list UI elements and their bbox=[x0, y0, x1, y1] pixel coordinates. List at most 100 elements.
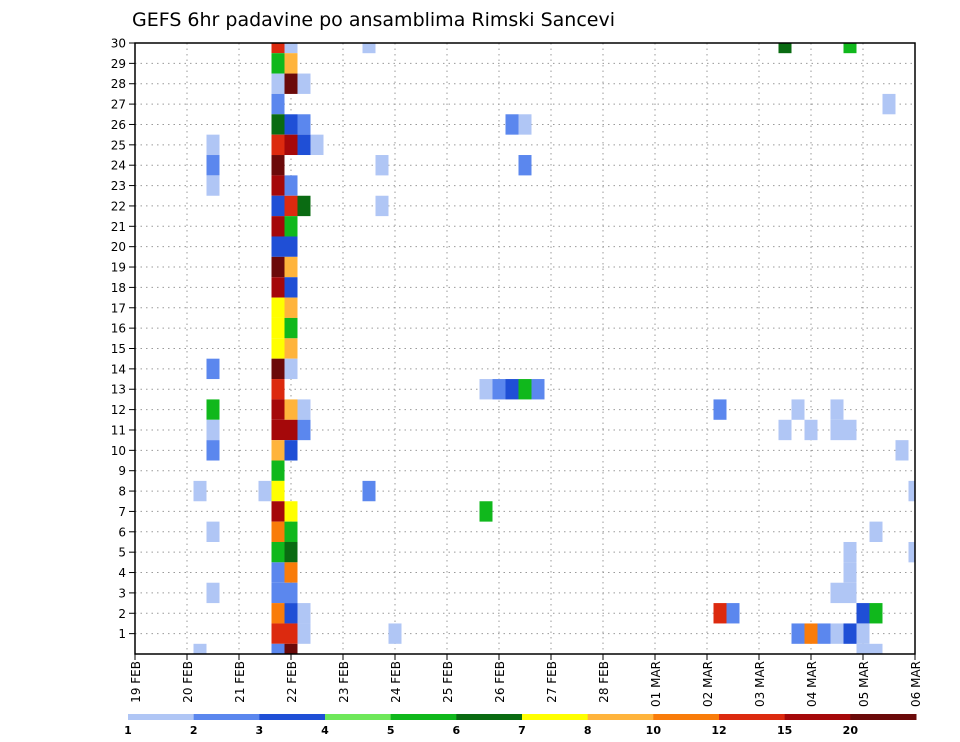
heatmap-cell bbox=[479, 379, 493, 400]
grid-lines bbox=[135, 43, 915, 654]
heatmap-cell bbox=[271, 501, 285, 522]
y-tick-label: 1 bbox=[118, 627, 126, 641]
heatmap-cell bbox=[271, 53, 285, 74]
heatmap-cell bbox=[271, 73, 285, 94]
heatmap-cell bbox=[284, 603, 298, 624]
heatmap-cell bbox=[271, 603, 285, 624]
colorbar-swatch bbox=[325, 714, 392, 720]
y-tick-label: 5 bbox=[118, 546, 126, 560]
colorbar-label: 5 bbox=[387, 724, 395, 737]
heatmap-cell bbox=[193, 643, 207, 654]
heatmap-cell bbox=[856, 603, 870, 624]
y-tick-label: 24 bbox=[111, 159, 126, 173]
heatmap-cell bbox=[271, 643, 285, 654]
heatmap-cell bbox=[284, 643, 298, 654]
heatmap-cell bbox=[271, 236, 285, 257]
heatmap-cell bbox=[869, 643, 883, 654]
y-tick-label: 9 bbox=[118, 464, 126, 478]
x-tick-label: 02 MAR bbox=[701, 661, 715, 707]
y-tick-label: 13 bbox=[111, 383, 126, 397]
colorbar-swatch bbox=[128, 714, 195, 720]
y-tick-label: 8 bbox=[118, 485, 126, 499]
y-tick-label: 14 bbox=[111, 362, 126, 376]
colorbar-label: 4 bbox=[321, 724, 329, 737]
x-tick-label: 06 MAR bbox=[909, 661, 923, 707]
y-tick-label: 26 bbox=[111, 118, 126, 132]
heatmap-cell bbox=[817, 623, 831, 644]
y-tick-label: 7 bbox=[118, 505, 126, 519]
heatmap-cell bbox=[284, 358, 298, 380]
colorbar-swatch bbox=[259, 714, 326, 720]
heatmap-cell bbox=[791, 623, 805, 644]
colorbar-swatch bbox=[193, 714, 260, 720]
heatmap-cell bbox=[284, 73, 298, 94]
heatmap-cells bbox=[193, 43, 915, 654]
colorbar-label: 1 bbox=[124, 724, 132, 737]
heatmap-cell bbox=[206, 134, 220, 156]
heatmap-cell bbox=[271, 338, 285, 359]
heatmap-cell bbox=[297, 134, 311, 156]
y-tick-label: 19 bbox=[111, 261, 126, 275]
heatmap-cell bbox=[271, 277, 285, 298]
y-tick-label: 17 bbox=[111, 301, 126, 315]
heatmap-cell bbox=[804, 623, 818, 644]
heatmap-cell bbox=[271, 521, 285, 542]
y-tick-label: 10 bbox=[111, 444, 126, 458]
y-tick-label: 27 bbox=[111, 98, 126, 112]
heatmap-cell bbox=[206, 582, 220, 604]
heatmap-cell bbox=[284, 134, 298, 156]
heatmap-cell bbox=[271, 317, 285, 339]
colorbar-label: 15 bbox=[777, 724, 792, 737]
heatmap-cell bbox=[271, 195, 285, 217]
heatmap-cell bbox=[284, 277, 298, 298]
heatmap-cell bbox=[284, 195, 298, 217]
heatmap-cell bbox=[206, 440, 220, 461]
heatmap-cell bbox=[284, 216, 298, 237]
x-tick-label: 28 FEB bbox=[597, 661, 611, 703]
colorbar-swatch bbox=[390, 714, 457, 720]
heatmap-cell bbox=[791, 399, 805, 420]
y-tick-label: 30 bbox=[111, 37, 126, 51]
heatmap-cell bbox=[908, 480, 915, 502]
heatmap-cell bbox=[518, 114, 532, 135]
heatmap-cell bbox=[531, 379, 545, 400]
heatmap-cell bbox=[271, 358, 285, 380]
heatmap-cell bbox=[271, 562, 285, 583]
x-tick-label: 22 FEB bbox=[285, 661, 299, 703]
heatmap-cell bbox=[505, 114, 519, 135]
heatmap-cell bbox=[206, 155, 220, 176]
heatmap-cell bbox=[830, 582, 844, 604]
colorbar-label: 12 bbox=[711, 724, 726, 737]
heatmap-cell bbox=[713, 399, 727, 420]
x-tick-label: 03 MAR bbox=[753, 661, 767, 707]
heatmap-cell bbox=[843, 541, 857, 563]
heatmap-cell bbox=[271, 541, 285, 563]
heatmap-cell bbox=[271, 216, 285, 237]
heatmap-cell bbox=[804, 419, 818, 441]
heatmap-cell bbox=[271, 460, 285, 481]
heatmap-cell bbox=[284, 256, 298, 278]
heatmap-cell bbox=[362, 43, 376, 54]
heatmap-cell bbox=[271, 379, 285, 400]
colorbar-swatch bbox=[587, 714, 654, 720]
heatmap-cell bbox=[206, 175, 220, 196]
heatmap-cell bbox=[869, 521, 883, 542]
y-axis: 1234567891011121314151617181920212223242… bbox=[111, 37, 135, 641]
y-tick-label: 3 bbox=[118, 586, 126, 600]
heatmap-cell bbox=[297, 623, 311, 644]
heatmap-cell bbox=[843, 562, 857, 583]
x-tick-label: 19 FEB bbox=[129, 661, 143, 703]
heatmap-cell bbox=[206, 399, 220, 420]
colorbar-label: 10 bbox=[646, 724, 662, 737]
heatmap-cell bbox=[297, 114, 311, 135]
heatmap-cell bbox=[505, 379, 519, 400]
heatmap-cell bbox=[284, 541, 298, 563]
heatmap-cell bbox=[284, 53, 298, 74]
heatmap-cell bbox=[271, 399, 285, 420]
heatmap-cell bbox=[843, 623, 857, 644]
heatmap-cell bbox=[856, 643, 870, 654]
heatmap-cell bbox=[271, 297, 285, 318]
heatmap-cell bbox=[362, 480, 376, 502]
x-tick-label: 25 FEB bbox=[441, 661, 455, 703]
y-tick-label: 18 bbox=[111, 281, 126, 295]
